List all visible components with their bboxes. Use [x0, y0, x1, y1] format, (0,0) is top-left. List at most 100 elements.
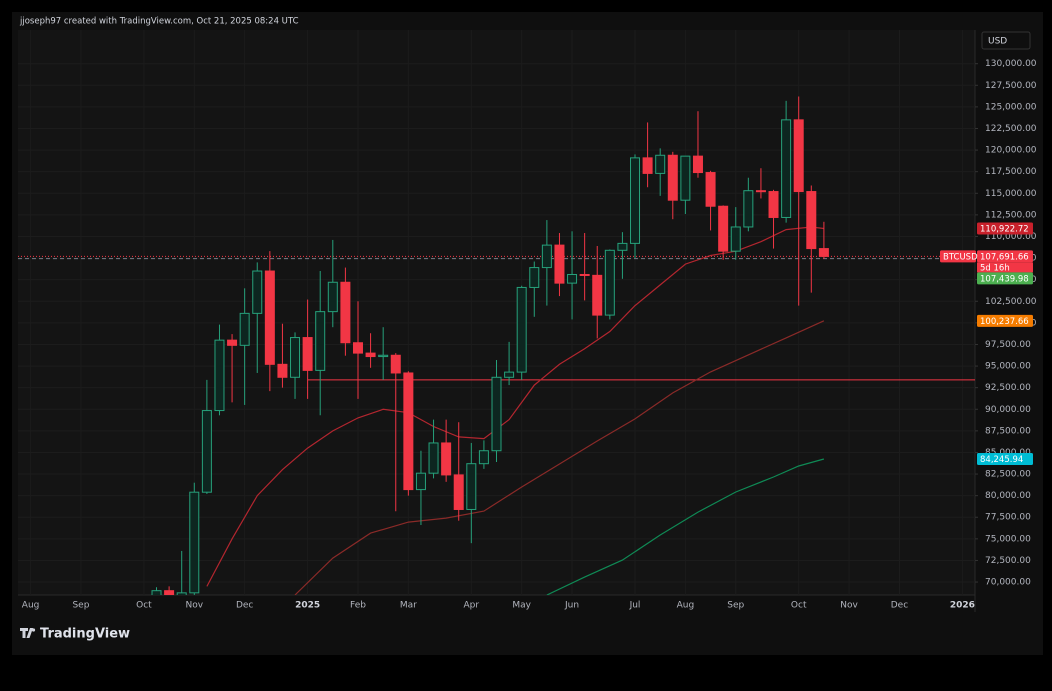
candle: [655, 148, 666, 196]
candle: [227, 334, 238, 403]
candle-body: [604, 249, 615, 316]
candle-body: [277, 363, 288, 378]
y-tick-label: 130,000.00: [985, 59, 1037, 69]
logo-icon: [20, 628, 33, 638]
candle-body: [390, 354, 401, 374]
candle: [692, 111, 703, 178]
candle-body: [201, 410, 212, 493]
y-tick-label: 125,000.00: [985, 102, 1037, 112]
y-tick-label: 120,000.00: [985, 146, 1037, 156]
candle: [378, 327, 389, 380]
moving-average: [546, 458, 825, 595]
candle: [554, 233, 565, 297]
x-tick-label: 2026: [950, 601, 975, 611]
candle: [151, 587, 162, 595]
candle-body: [264, 270, 275, 365]
candle-body: [478, 450, 489, 465]
candle-body: [667, 154, 678, 201]
y-tick-label: 77,500.00: [985, 513, 1031, 523]
moving-average: [206, 226, 824, 587]
candle: [352, 301, 363, 399]
candle: [277, 323, 288, 388]
y-tick-label: 87,500.00: [985, 426, 1031, 436]
candle-body: [302, 337, 313, 371]
y-tick-label: 115,000.00: [985, 189, 1037, 199]
candle: [516, 285, 527, 380]
plot-area: [18, 30, 975, 595]
candle: [390, 353, 401, 512]
x-tick-label: Feb: [350, 601, 366, 611]
candle-body: [516, 286, 527, 373]
brand: TradingView: [40, 627, 130, 642]
candle: [592, 245, 603, 339]
candle: [529, 261, 540, 317]
y-tick-label: 97,500.00: [985, 340, 1031, 350]
candle-body: [768, 191, 779, 218]
x-tick-label: Oct: [136, 601, 152, 611]
candle: [504, 341, 515, 386]
x-tick-label: May: [512, 601, 531, 611]
candle: [214, 324, 225, 416]
y-tick-label: 85,000.00: [985, 448, 1031, 458]
candle: [415, 450, 426, 526]
candle-body: [755, 190, 766, 193]
candle: [491, 360, 502, 462]
candle: [466, 442, 477, 544]
candle: [478, 440, 489, 469]
y-tick-label: 72,500.00: [985, 556, 1031, 566]
symbol-tag: BTCUSD: [943, 252, 978, 262]
candle-body: [252, 270, 263, 314]
x-tick-label: Nov: [186, 601, 204, 611]
candle-body: [793, 119, 804, 193]
ma-value-tag-bg: [977, 452, 1033, 465]
candle: [604, 249, 615, 320]
candle-body: [176, 592, 187, 595]
currency: USD: [988, 37, 1007, 47]
candle: [781, 100, 792, 223]
x-tick-label: Sep: [727, 601, 744, 611]
candle-body: [441, 442, 452, 476]
x-tick-label: 2025: [295, 601, 320, 611]
plot: [18, 96, 975, 595]
y-tick-label: 92,500.00: [985, 383, 1031, 393]
candle-body: [340, 281, 351, 344]
ma-value-tag-bg: [977, 314, 1033, 327]
candle: [441, 419, 452, 482]
x-tick-label: Aug: [22, 601, 40, 611]
x-tick-label: Dec: [891, 601, 908, 611]
candle-body: [692, 155, 703, 174]
candle: [768, 189, 779, 249]
x-tick-label: Aug: [677, 601, 695, 611]
candle: [818, 221, 829, 259]
candle: [239, 288, 250, 405]
candle-body: [365, 352, 376, 358]
candle: [793, 96, 804, 306]
candle: [617, 232, 628, 279]
candle: [340, 267, 351, 356]
candle-body: [642, 157, 653, 174]
candle-body: [327, 281, 338, 313]
candle-body: [491, 376, 502, 452]
y-tick-label: 95,000.00: [985, 362, 1031, 372]
candle: [428, 419, 439, 479]
candle-body: [806, 191, 817, 250]
candle-body: [428, 442, 439, 474]
candle-body: [315, 311, 326, 371]
ma-value-tag: 84,245.94: [980, 455, 1023, 465]
x-tick-label: Sep: [72, 601, 89, 611]
candle-body: [818, 248, 829, 257]
symbol-tag-bg: [940, 250, 976, 263]
ref-tag-bg: [977, 272, 1033, 285]
candle-body: [579, 273, 590, 276]
candle-body: [554, 244, 565, 284]
candle-body: [529, 267, 540, 288]
candle-body: [630, 157, 641, 244]
x-tick-label: Nov: [840, 601, 858, 611]
candle-body: [781, 119, 792, 218]
candle-body: [466, 463, 477, 510]
candle: [705, 170, 716, 231]
candle-body: [227, 339, 238, 346]
candle: [718, 205, 729, 260]
countdown: 5d 16h: [980, 263, 1010, 273]
